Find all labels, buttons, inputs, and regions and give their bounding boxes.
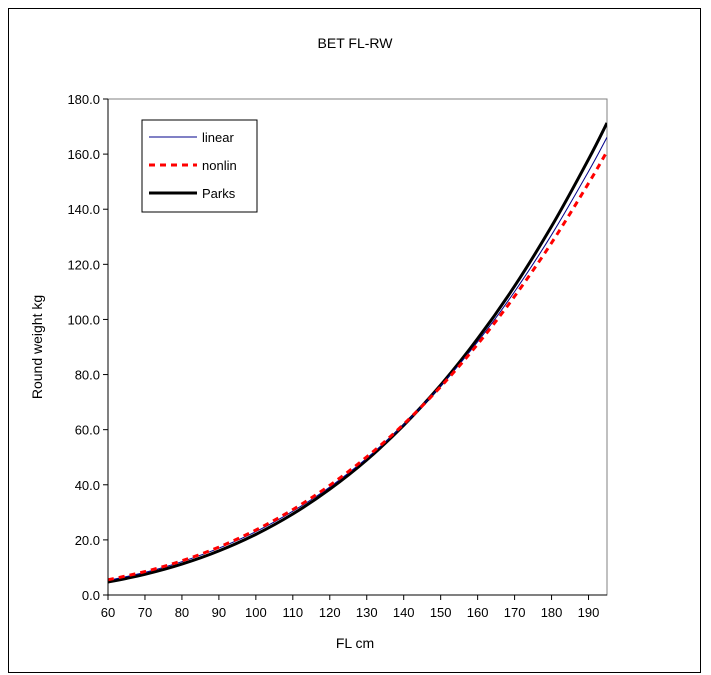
x-tick-label: 160 (467, 605, 489, 620)
y-tick-label: 20.0 (75, 533, 100, 548)
y-tick-label: 140.0 (67, 202, 100, 217)
y-tick-label: 0.0 (82, 588, 100, 603)
series-layer (108, 122, 607, 584)
x-tick-label: 110 (282, 605, 303, 620)
x-tick-label: 130 (356, 605, 378, 620)
y-tick-label: 80.0 (75, 368, 100, 383)
x-tick-label: 100 (245, 605, 267, 620)
chart-frame: BET FL-RW 60 70 80 90 100 110 120 130 140 150 160 1… (8, 8, 701, 673)
x-tick-label: 60 (101, 605, 115, 620)
x-tick-label: 180 (541, 605, 563, 620)
y-tick-label: 40.0 (75, 478, 100, 493)
x-tick-label: 90 (212, 605, 226, 620)
y-axis: 0.0 20.0 40.0 60.0 80.0 100.0 120.0 140.0 160.0 1… (67, 92, 109, 603)
x-tick-label: 120 (319, 605, 341, 620)
legend-box (141, 119, 258, 213)
x-axis-label: FL cm (336, 635, 374, 651)
y-tick-label: 120.0 (67, 257, 100, 272)
y-axis-label: Round weight kg (29, 295, 45, 399)
x-tick-label: 190 (578, 605, 600, 620)
legend-label-nonlin: nonlin (202, 158, 237, 173)
x-tick-label: 70 (138, 605, 152, 620)
y-tick-label: 180.0 (67, 92, 100, 107)
x-axis: 60 70 80 90 100 110 120 130 140 150 160 170 180 190 (101, 594, 607, 620)
legend: linear nonlin Parks (141, 119, 258, 213)
x-tick-label: 80 (175, 605, 189, 620)
series-line-parks (108, 122, 607, 584)
chart-svg: BET FL-RW 60 70 80 90 100 110 120 130 140 150 160 1… (29, 35, 608, 651)
legend-label-linear: linear (202, 130, 234, 145)
chart-title: BET FL-RW (318, 35, 394, 51)
x-tick-label: 150 (430, 605, 452, 620)
y-tick-label: 160.0 (67, 147, 100, 162)
legend-label-parks: Parks (202, 186, 236, 201)
y-tick-label: 60.0 (75, 423, 100, 438)
y-tick-label: 100.0 (67, 312, 100, 327)
x-tick-label: 140 (393, 605, 415, 620)
x-tick-label: 170 (504, 605, 526, 620)
series-line-nonlin (108, 150, 607, 582)
